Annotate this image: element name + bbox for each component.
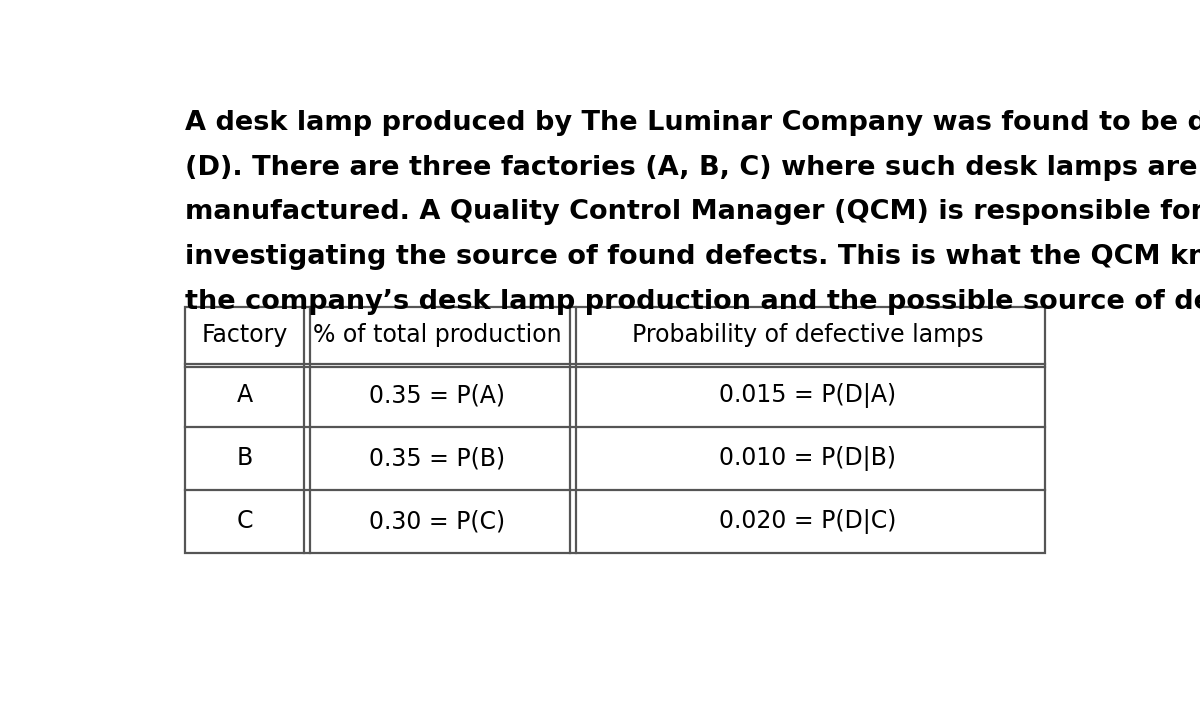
Text: A desk lamp produced by The Luminar Company was found to be defective: A desk lamp produced by The Luminar Comp…: [185, 110, 1200, 136]
Text: (D). There are three factories (A, B, C) where such desk lamps are: (D). There are three factories (A, B, C)…: [185, 155, 1198, 180]
Text: the company’s desk lamp production and the possible source of defects:: the company’s desk lamp production and t…: [185, 289, 1200, 315]
Text: Factory: Factory: [202, 323, 288, 347]
Text: 0.35 = P(A): 0.35 = P(A): [370, 383, 505, 408]
Text: % of total production: % of total production: [313, 323, 562, 347]
Text: C: C: [236, 509, 253, 533]
Text: A: A: [236, 383, 253, 408]
Text: 0.35 = P(B): 0.35 = P(B): [370, 447, 505, 470]
Text: investigating the source of found defects. This is what the QCM knows about: investigating the source of found defect…: [185, 244, 1200, 271]
Text: 0.015 = P(D|A): 0.015 = P(D|A): [719, 383, 896, 408]
Text: manufactured. A Quality Control Manager (QCM) is responsible for: manufactured. A Quality Control Manager …: [185, 200, 1200, 226]
Text: 0.020 = P(D|C): 0.020 = P(D|C): [719, 508, 896, 534]
Text: Probability of defective lamps: Probability of defective lamps: [631, 323, 983, 347]
Text: 0.30 = P(C): 0.30 = P(C): [370, 509, 505, 533]
Text: 0.010 = P(D|B): 0.010 = P(D|B): [719, 446, 896, 471]
Text: B: B: [236, 447, 253, 470]
Bar: [185, 307, 1045, 552]
